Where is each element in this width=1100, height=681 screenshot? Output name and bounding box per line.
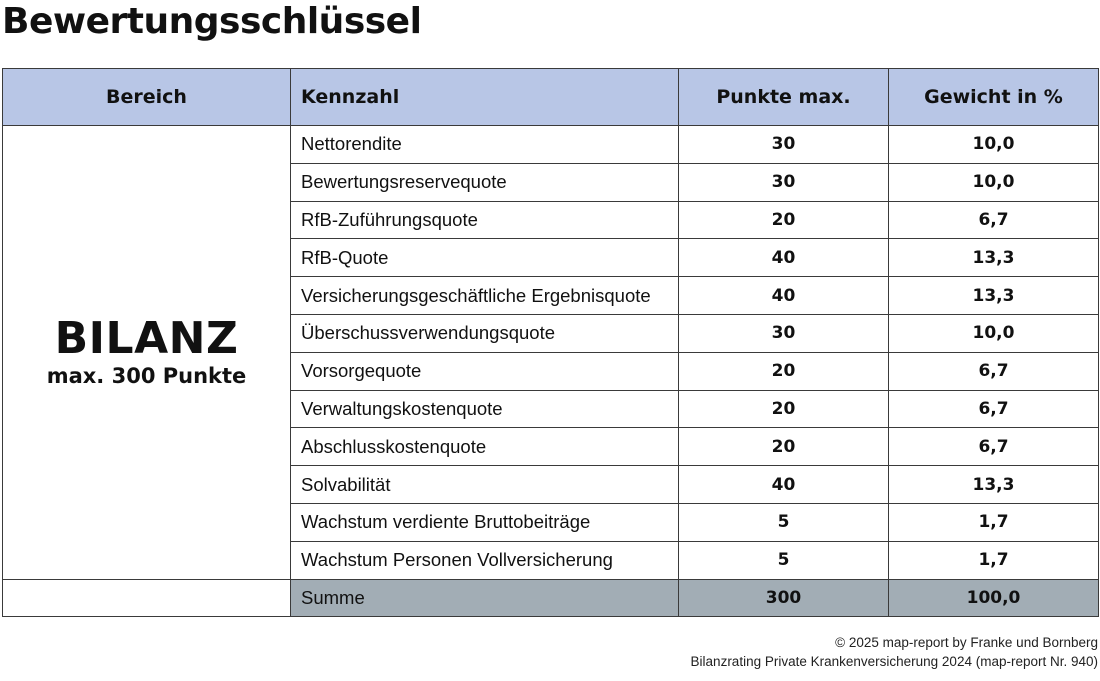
- header-gewicht: Gewicht in %: [888, 68, 1099, 126]
- table-row: Wachstum Personen Vollversicherung 5 1,7: [3, 540, 1099, 580]
- punkte-cell: 40: [678, 238, 889, 278]
- kennzahl-cell: Verwaltungskostenquote: [290, 389, 679, 429]
- kennzahl-cell: Wachstum Personen Vollversicherung: [290, 540, 679, 580]
- table-row: Solvabilität 40 13,3: [3, 465, 1099, 504]
- bereich-subtitle: max. 300 Punkte: [46, 364, 247, 389]
- kennzahl-cell: Wachstum verdiente Bruttobeiträge: [290, 502, 679, 542]
- table-row: RfB-Zuführungsquote 20 6,7: [3, 200, 1099, 240]
- gewicht-cell: 6,7: [888, 389, 1099, 429]
- page-title: Bewertungsschlüssel: [2, 1, 422, 42]
- header-bereich: Bereich: [2, 68, 291, 126]
- bereich-name: BILANZ: [54, 313, 239, 365]
- punkte-cell: 40: [678, 465, 889, 504]
- kennzahl-cell: Vorsorgequote: [290, 351, 679, 391]
- kennzahl-cell: Bewertungsreservequote: [290, 162, 679, 202]
- table-row: Verwaltungskostenquote 20 6,7: [3, 389, 1099, 429]
- punkte-cell: 40: [678, 276, 889, 315]
- kennzahl-cell: Versicherungsgeschäftliche Ergebnisquote: [290, 276, 679, 315]
- kennzahl-cell: Solvabilität: [290, 465, 679, 504]
- table-row: Versicherungsgeschäftliche Ergebnisquote…: [3, 276, 1099, 315]
- copyright-text: © 2025 map-report by Franke und Bornberg: [835, 635, 1098, 650]
- punkte-cell: 20: [678, 351, 889, 391]
- kennzahl-cell: RfB-Zuführungsquote: [290, 200, 679, 240]
- rating-key-table: Bereich Kennzahl Punkte max. Gewicht in …: [2, 68, 1099, 618]
- kennzahl-cell: Überschussverwendungsquote: [290, 313, 679, 353]
- gewicht-cell: 10,0: [888, 162, 1099, 202]
- gewicht-cell: 6,7: [888, 200, 1099, 240]
- gewicht-cell: 6,7: [888, 351, 1099, 391]
- header-kennzahl: Kennzahl: [290, 68, 679, 126]
- punkte-cell: 30: [678, 125, 889, 164]
- table-row: Überschussverwendungsquote 30 10,0: [3, 313, 1099, 353]
- header-punkte: Punkte max.: [678, 68, 889, 126]
- gewicht-cell: 1,7: [888, 540, 1099, 580]
- kennzahl-cell: Abschlusskostenquote: [290, 427, 679, 467]
- gewicht-cell: 1,7: [888, 502, 1099, 542]
- gewicht-cell: 13,3: [888, 465, 1099, 504]
- gewicht-cell: 13,3: [888, 238, 1099, 278]
- bereich-cell: BILANZ max. 300 Punkte: [2, 125, 291, 580]
- sum-row: Summe 300 100,0: [2, 578, 1099, 618]
- table-row: Bewertungsreservequote 30 10,0: [3, 162, 1099, 202]
- kennzahl-cell: RfB-Quote: [290, 238, 679, 278]
- table-row: Wachstum verdiente Bruttobeiträge 5 1,7: [3, 502, 1099, 542]
- source-text: Bilanzrating Private Krankenversicherung…: [690, 654, 1098, 669]
- punkte-cell: 20: [678, 200, 889, 240]
- sum-punkte: 300: [678, 578, 889, 618]
- footer: © 2025 map-report by Franke und Bornberg…: [691, 633, 1098, 671]
- punkte-cell: 30: [678, 313, 889, 353]
- table-header-row: Bereich Kennzahl Punkte max. Gewicht in …: [2, 68, 1099, 126]
- table-row: Abschlusskostenquote 20 6,7: [3, 427, 1099, 467]
- sum-gewicht: 100,0: [888, 578, 1099, 618]
- table-row: BILANZ max. 300 Punkte Nettorendite 30 1…: [2, 125, 1099, 580]
- sum-bereich-spacer: [2, 579, 291, 618]
- punkte-cell: 5: [678, 540, 889, 580]
- table-row: RfB-Quote 40 13,3: [3, 238, 1099, 278]
- table-row: Vorsorgequote 20 6,7: [3, 351, 1099, 391]
- punkte-cell: 20: [678, 427, 889, 467]
- gewicht-cell: 10,0: [888, 313, 1099, 353]
- punkte-cell: 20: [678, 389, 889, 429]
- punkte-cell: 30: [678, 162, 889, 202]
- gewicht-cell: 10,0: [888, 125, 1099, 164]
- punkte-cell: 5: [678, 502, 889, 542]
- gewicht-cell: 13,3: [888, 276, 1099, 315]
- gewicht-cell: 6,7: [888, 427, 1099, 467]
- kennzahl-cell: Nettorendite: [290, 125, 679, 164]
- sum-label: Summe: [290, 578, 679, 618]
